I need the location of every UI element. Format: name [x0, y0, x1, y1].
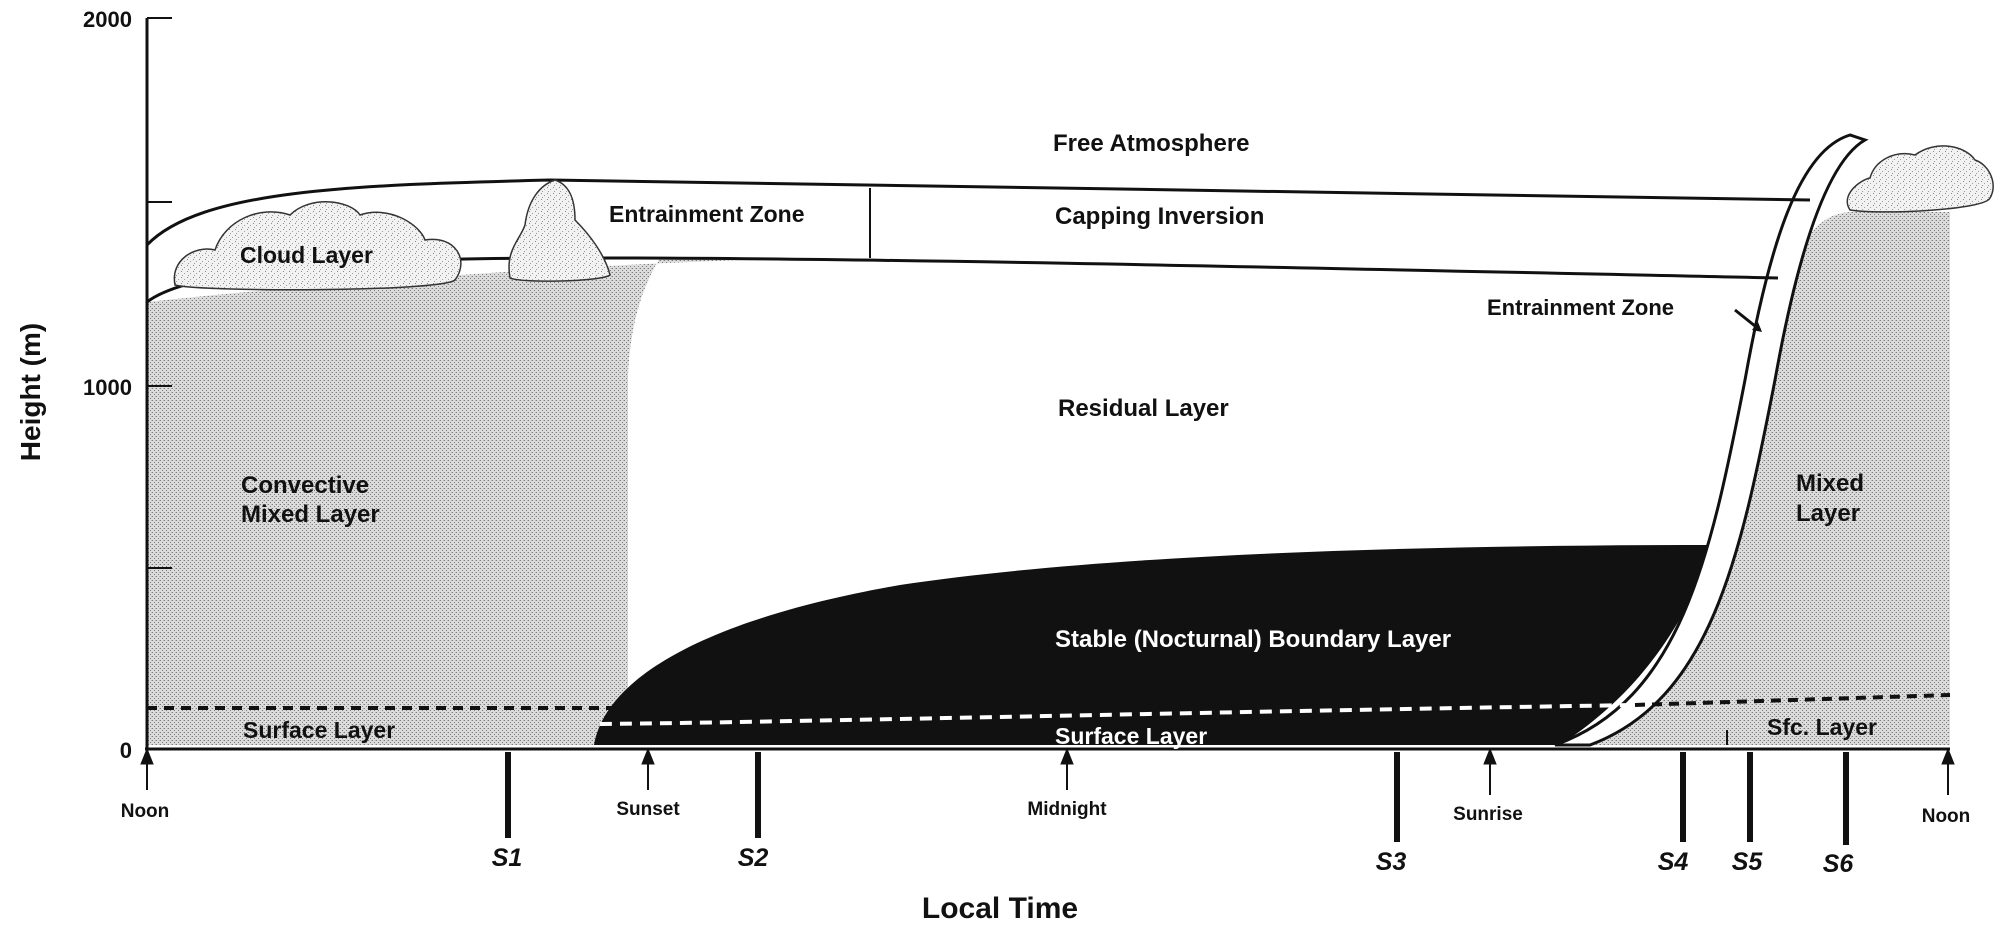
mixed-layer-cloud	[1846, 145, 1994, 213]
surface-layer-left-label: Surface Layer	[243, 717, 395, 743]
surface-layer-right-label: Sfc. Layer	[1767, 714, 1877, 740]
y-axis-title: Height (m)	[15, 323, 46, 461]
time-label-noon-start: Noon	[121, 801, 170, 822]
time-marks	[140, 747, 1955, 795]
station-label-s3: S3	[1376, 848, 1407, 876]
entrainment-zone-ribbon	[1554, 133, 1869, 747]
station-label-s2: S2	[738, 844, 769, 872]
stable-boundary-layer-label: Stable (Nocturnal) Boundary Layer	[1055, 626, 1451, 653]
time-label-noon-end: Noon	[1922, 806, 1971, 827]
time-label-sunset: Sunset	[616, 799, 680, 820]
residual-layer-edge	[628, 258, 820, 690]
entrainment-zone-pointer-head	[1752, 322, 1762, 332]
surface-layer-boundary-night	[599, 703, 1636, 726]
convective-mixed-layer-area	[147, 258, 820, 745]
capping-inversion-label: Capping Inversion	[1055, 203, 1264, 230]
y-tick-label-2000: 2000	[83, 7, 132, 32]
x-axis-title: Local Time	[922, 892, 1078, 925]
cloud-layer-cloud	[173, 201, 462, 291]
station-label-s6: S6	[1823, 850, 1855, 878]
station-label-s5: S5	[1732, 848, 1764, 876]
entrainment-zone-right-label: Entrainment Zone	[1487, 295, 1674, 320]
y-tick-label-1000: 1000	[83, 375, 132, 400]
convective-mixed-layer-label-2: Mixed Layer	[241, 501, 380, 528]
mixed-layer-area	[1565, 212, 1950, 745]
time-label-midnight: Midnight	[1027, 799, 1107, 820]
stable-boundary-layer-area	[594, 545, 1718, 745]
mixed-layer-label-1: Mixed	[1796, 470, 1864, 497]
mixed-layer-label-2: Layer	[1796, 500, 1860, 527]
surface-layer-night-label: Surface Layer	[1055, 723, 1207, 749]
convective-mixed-layer-label-1: Convective	[241, 472, 369, 499]
y-tick-label-0: 0	[120, 738, 132, 763]
surface-layer-boundary-right	[1634, 693, 1951, 707]
time-label-sunrise: Sunrise	[1453, 804, 1523, 825]
station-label-s1: S1	[492, 844, 523, 872]
station-lines	[505, 752, 1849, 845]
residual-layer-label: Residual Layer	[1058, 395, 1229, 422]
cumulus-cloud-tower	[508, 179, 611, 282]
free-atmosphere-label: Free Atmosphere	[1053, 130, 1250, 157]
entrainment-zone-top-label: Entrainment Zone	[609, 201, 805, 227]
cloud-layer-label: Cloud Layer	[240, 242, 373, 268]
station-label-s4: S4	[1658, 848, 1689, 876]
